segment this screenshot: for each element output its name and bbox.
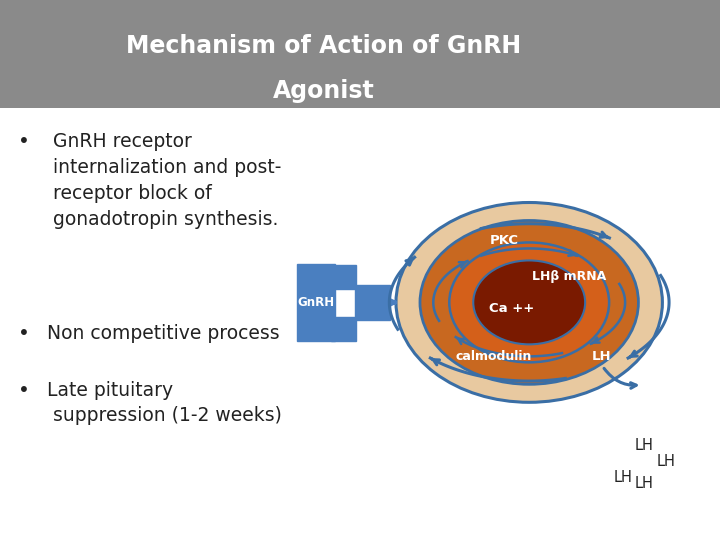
FancyBboxPatch shape <box>331 265 356 289</box>
Text: Agonist: Agonist <box>273 79 375 103</box>
FancyBboxPatch shape <box>355 285 390 320</box>
Text: LH: LH <box>635 476 654 491</box>
Text: LH: LH <box>657 454 675 469</box>
Text: LHβ mRNA: LHβ mRNA <box>531 269 606 282</box>
Ellipse shape <box>449 242 609 362</box>
Text: LH: LH <box>591 350 611 363</box>
Text: Ca ++: Ca ++ <box>489 302 534 315</box>
Text: Late pituitary
 suppression (1-2 weeks): Late pituitary suppression (1-2 weeks) <box>47 381 282 426</box>
Text: Mechanism of Action of GnRH: Mechanism of Action of GnRH <box>127 34 521 58</box>
Text: GnRH receptor
 internalization and post-
 receptor block of
 gonadotropin synthe: GnRH receptor internalization and post- … <box>47 132 282 228</box>
Text: LH: LH <box>613 470 632 485</box>
Bar <box>0 0 720 108</box>
Ellipse shape <box>473 260 585 345</box>
Text: calmodulin: calmodulin <box>455 350 531 363</box>
Text: •: • <box>18 324 30 343</box>
FancyBboxPatch shape <box>297 264 335 341</box>
Text: GnRH: GnRH <box>297 296 335 309</box>
Text: LH: LH <box>635 438 654 453</box>
Ellipse shape <box>396 202 662 402</box>
FancyBboxPatch shape <box>331 317 356 341</box>
Text: •: • <box>18 381 30 400</box>
Text: PKC: PKC <box>490 234 518 247</box>
Text: •: • <box>18 132 30 151</box>
Text: Non competitive process: Non competitive process <box>47 324 279 343</box>
Ellipse shape <box>420 220 639 384</box>
